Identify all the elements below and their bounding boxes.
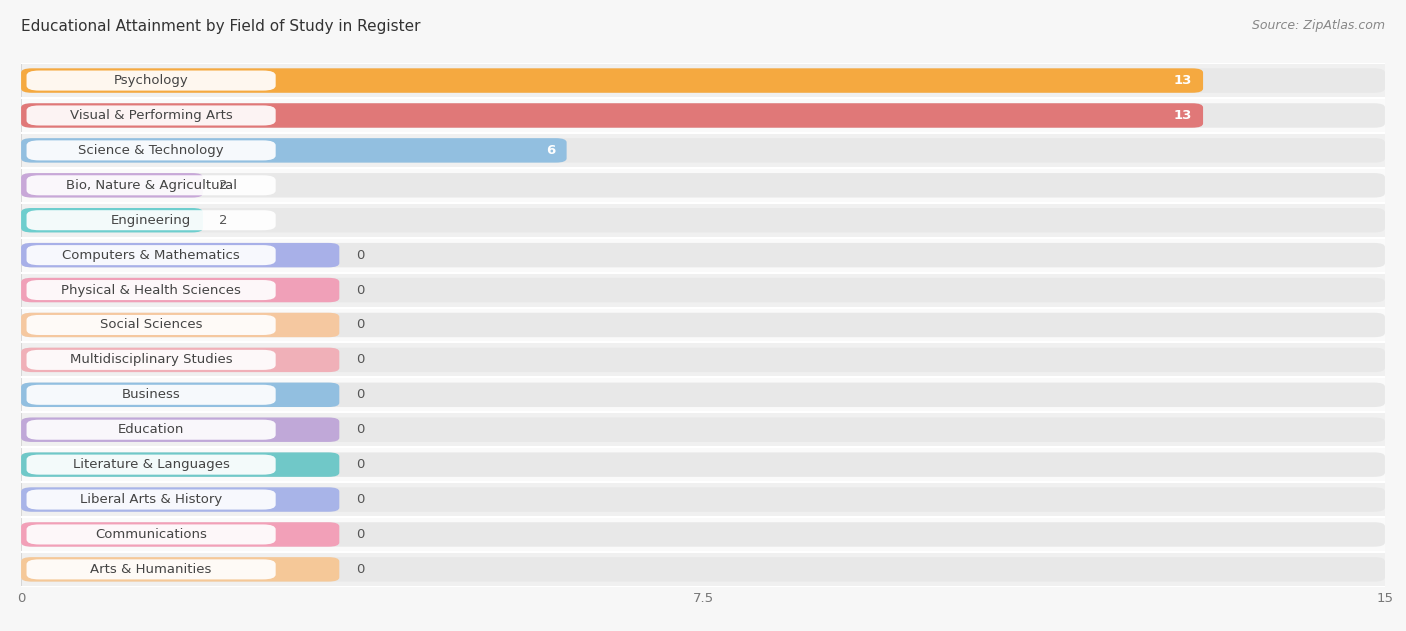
Text: 0: 0 — [356, 493, 364, 506]
FancyBboxPatch shape — [21, 452, 339, 477]
FancyBboxPatch shape — [21, 208, 1385, 232]
Text: Educational Attainment by Field of Study in Register: Educational Attainment by Field of Study… — [21, 19, 420, 34]
Bar — [21, 517, 1385, 552]
FancyBboxPatch shape — [21, 382, 1385, 407]
Bar — [21, 63, 1385, 98]
Text: 13: 13 — [1174, 74, 1192, 87]
Bar — [21, 273, 1385, 307]
Text: 2: 2 — [219, 179, 228, 192]
Text: 0: 0 — [356, 249, 364, 262]
FancyBboxPatch shape — [27, 385, 276, 405]
Text: 13: 13 — [1174, 109, 1192, 122]
FancyBboxPatch shape — [27, 490, 276, 510]
Text: Engineering: Engineering — [111, 214, 191, 227]
FancyBboxPatch shape — [27, 210, 276, 230]
Text: 0: 0 — [356, 528, 364, 541]
FancyBboxPatch shape — [21, 487, 1385, 512]
FancyBboxPatch shape — [21, 103, 1385, 127]
Bar — [21, 307, 1385, 343]
FancyBboxPatch shape — [21, 173, 202, 198]
FancyBboxPatch shape — [27, 280, 276, 300]
FancyBboxPatch shape — [21, 278, 339, 302]
FancyBboxPatch shape — [21, 522, 1385, 546]
Bar — [21, 377, 1385, 412]
FancyBboxPatch shape — [27, 350, 276, 370]
Bar — [21, 98, 1385, 133]
FancyBboxPatch shape — [21, 313, 1385, 337]
FancyBboxPatch shape — [27, 420, 276, 440]
Text: Liberal Arts & History: Liberal Arts & History — [80, 493, 222, 506]
FancyBboxPatch shape — [27, 105, 276, 126]
FancyBboxPatch shape — [21, 208, 202, 232]
FancyBboxPatch shape — [21, 68, 1385, 93]
Text: Education: Education — [118, 423, 184, 436]
FancyBboxPatch shape — [27, 454, 276, 475]
Bar — [21, 482, 1385, 517]
Text: Business: Business — [122, 388, 180, 401]
FancyBboxPatch shape — [21, 348, 339, 372]
FancyBboxPatch shape — [21, 382, 339, 407]
Text: Science & Technology: Science & Technology — [79, 144, 224, 157]
Text: 0: 0 — [356, 388, 364, 401]
FancyBboxPatch shape — [21, 243, 1385, 268]
Bar — [21, 238, 1385, 273]
FancyBboxPatch shape — [21, 418, 339, 442]
FancyBboxPatch shape — [21, 522, 339, 546]
Text: Computers & Mathematics: Computers & Mathematics — [62, 249, 240, 262]
FancyBboxPatch shape — [27, 245, 276, 265]
FancyBboxPatch shape — [21, 68, 1204, 93]
Text: 0: 0 — [356, 423, 364, 436]
Text: 0: 0 — [356, 353, 364, 367]
Text: Social Sciences: Social Sciences — [100, 319, 202, 331]
Text: Source: ZipAtlas.com: Source: ZipAtlas.com — [1251, 19, 1385, 32]
Text: Psychology: Psychology — [114, 74, 188, 87]
Text: 0: 0 — [356, 458, 364, 471]
FancyBboxPatch shape — [27, 71, 276, 91]
Text: Arts & Humanities: Arts & Humanities — [90, 563, 212, 576]
FancyBboxPatch shape — [27, 175, 276, 196]
FancyBboxPatch shape — [21, 557, 339, 582]
Bar — [21, 447, 1385, 482]
Text: Literature & Languages: Literature & Languages — [73, 458, 229, 471]
Text: Communications: Communications — [96, 528, 207, 541]
FancyBboxPatch shape — [21, 138, 567, 163]
FancyBboxPatch shape — [27, 140, 276, 160]
Bar — [21, 168, 1385, 203]
Bar — [21, 203, 1385, 238]
FancyBboxPatch shape — [27, 315, 276, 335]
Text: 0: 0 — [356, 319, 364, 331]
FancyBboxPatch shape — [21, 348, 1385, 372]
FancyBboxPatch shape — [27, 559, 276, 579]
FancyBboxPatch shape — [27, 524, 276, 545]
FancyBboxPatch shape — [21, 313, 339, 337]
FancyBboxPatch shape — [21, 487, 339, 512]
Text: Physical & Health Sciences: Physical & Health Sciences — [62, 283, 240, 297]
Text: 0: 0 — [356, 563, 364, 576]
FancyBboxPatch shape — [21, 243, 339, 268]
FancyBboxPatch shape — [21, 557, 1385, 582]
Bar — [21, 412, 1385, 447]
Bar — [21, 552, 1385, 587]
Bar — [21, 133, 1385, 168]
Text: Bio, Nature & Agricultural: Bio, Nature & Agricultural — [66, 179, 236, 192]
FancyBboxPatch shape — [21, 452, 1385, 477]
Text: Visual & Performing Arts: Visual & Performing Arts — [70, 109, 232, 122]
Text: 0: 0 — [356, 283, 364, 297]
Bar — [21, 343, 1385, 377]
Text: 6: 6 — [547, 144, 555, 157]
FancyBboxPatch shape — [21, 173, 1385, 198]
FancyBboxPatch shape — [21, 418, 1385, 442]
FancyBboxPatch shape — [21, 138, 1385, 163]
FancyBboxPatch shape — [21, 103, 1204, 127]
Text: 2: 2 — [219, 214, 228, 227]
Text: Multidisciplinary Studies: Multidisciplinary Studies — [70, 353, 232, 367]
FancyBboxPatch shape — [21, 278, 1385, 302]
